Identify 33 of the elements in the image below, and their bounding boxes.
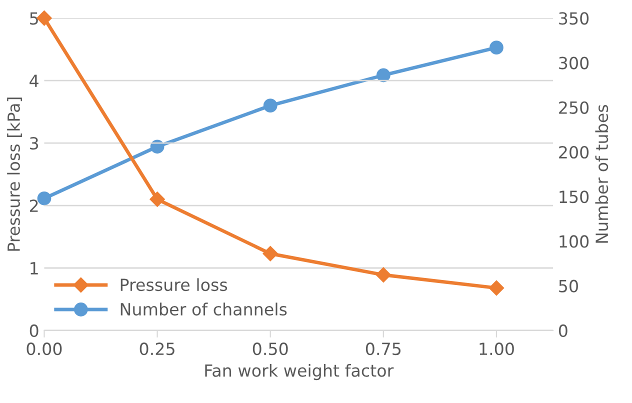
y2-axis-title: Number of tubes bbox=[595, 105, 608, 243]
y-tick-label: 2 bbox=[30, 199, 38, 212]
legend-label: Number of channels bbox=[120, 302, 287, 316]
point bbox=[36, 10, 52, 26]
y2-tick-label: 200 bbox=[559, 146, 589, 159]
point bbox=[376, 68, 390, 82]
y2-tick-label: 350 bbox=[559, 12, 589, 25]
y2-tick-label: 250 bbox=[559, 101, 589, 114]
y-tick-label: 4 bbox=[30, 74, 38, 87]
point bbox=[262, 246, 278, 262]
point bbox=[376, 267, 391, 282]
x-tick-label: 1.00 bbox=[480, 342, 514, 356]
x-tick-label: 0.75 bbox=[366, 342, 401, 356]
x-tick-label: 0.00 bbox=[26, 342, 62, 356]
y-tick-label: 5 bbox=[30, 12, 38, 25]
point bbox=[488, 280, 504, 296]
x-axis-title: Fan work weight factor bbox=[205, 364, 394, 380]
y-axis-title: Pressure loss [kPa] bbox=[7, 98, 22, 251]
point bbox=[263, 98, 278, 113]
point bbox=[37, 191, 52, 206]
legend-label: Pressure loss bbox=[120, 278, 228, 292]
y-tick-label: 1 bbox=[30, 262, 38, 274]
y2-tick-label: 150 bbox=[560, 190, 589, 204]
y2-tick-label: 0 bbox=[558, 324, 568, 338]
x-tick-label: 0.25 bbox=[140, 342, 174, 356]
y-tick-label: 0 bbox=[30, 324, 38, 338]
y2-tick-label: 300 bbox=[559, 56, 589, 70]
point bbox=[150, 192, 165, 207]
y2-tick-label: 100 bbox=[560, 235, 589, 248]
point bbox=[490, 40, 504, 55]
y2-tick-label: 50 bbox=[559, 280, 578, 292]
x-tick-label: 0.50 bbox=[252, 342, 288, 356]
y-tick-label: 3 bbox=[30, 137, 38, 150]
